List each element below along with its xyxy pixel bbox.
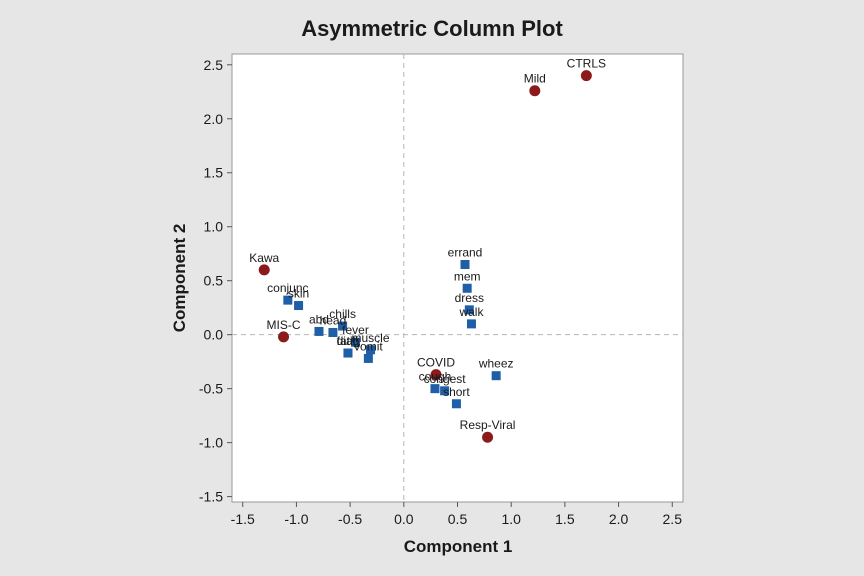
label-fatig: fatig xyxy=(337,334,360,348)
point-errand xyxy=(460,260,470,270)
point-conjunc xyxy=(283,295,293,305)
label-walk: walk xyxy=(458,305,484,319)
chart-title: Asymmetric Column Plot xyxy=(301,16,563,41)
y-tick-label: -1.5 xyxy=(199,489,223,505)
point-kawa xyxy=(258,264,270,276)
label-cough: cough xyxy=(419,370,452,384)
x-axis-label: Component 1 xyxy=(404,537,513,556)
x-tick-label: 1.0 xyxy=(501,511,521,527)
label-skin: skin xyxy=(288,287,309,301)
y-tick-label: 2.0 xyxy=(204,111,224,127)
y-tick-label: 0.5 xyxy=(204,273,224,289)
label-mem: mem xyxy=(454,269,481,283)
label-head: head xyxy=(320,314,347,328)
point-congest xyxy=(440,386,450,396)
x-tick-label: -1.5 xyxy=(231,511,255,527)
axes: -1.5 -1.0 -0.5 0.0 0.5 1.0 1.5 2.0 2.5 2.5 2.0 1.5 1… xyxy=(199,57,682,527)
label-fever: fever xyxy=(342,323,369,337)
data-points xyxy=(258,70,592,443)
x-tick-label: -0.5 xyxy=(338,511,362,527)
label-abd: abd xyxy=(309,312,329,326)
label-kawa: Kawa xyxy=(249,251,279,265)
point-ctrls xyxy=(580,70,592,82)
label-errand: errand xyxy=(448,246,483,260)
point-muscle xyxy=(366,345,376,355)
y-tick-label: -0.5 xyxy=(199,381,223,397)
x-tick-label: 2.5 xyxy=(663,511,683,527)
point-walk xyxy=(466,319,476,329)
label-vomit: vomit xyxy=(354,339,383,353)
point-diah xyxy=(343,348,353,358)
reference-lines xyxy=(232,54,683,502)
label-muscle: muscle xyxy=(352,331,390,345)
label-mis-c: MIS-C xyxy=(267,318,301,332)
point-abd xyxy=(314,326,324,336)
data-labels: CTRLS Mild Kawa MIS-C COVID Resp-Viral errand m… xyxy=(249,57,606,433)
x-tick-label: 0.0 xyxy=(394,511,414,527)
plot-area xyxy=(231,53,684,503)
label-wheez: wheez xyxy=(478,357,514,371)
point-mild xyxy=(529,85,541,97)
label-congest: congest xyxy=(424,372,467,386)
y-tick-label: -1.0 xyxy=(199,435,223,451)
point-fever xyxy=(350,337,360,347)
point-chills xyxy=(338,321,348,331)
point-short xyxy=(451,399,461,409)
point-dress xyxy=(464,305,474,315)
point-resp-viral xyxy=(482,431,494,443)
x-tick-label: 2.0 xyxy=(609,511,629,527)
label-resp-viral: Resp-Viral xyxy=(460,418,516,432)
y-tick-label: 1.0 xyxy=(204,219,224,235)
y-axis-label: Component 2 xyxy=(170,224,189,333)
point-mis-c xyxy=(278,331,290,343)
y-tick-label: 0.0 xyxy=(204,327,224,343)
x-tick-label: 0.5 xyxy=(448,511,468,527)
label-conjunc: conjunc xyxy=(267,281,308,295)
label-mild: Mild xyxy=(524,72,546,86)
y-tick-label: 2.5 xyxy=(204,57,224,73)
point-cough xyxy=(430,384,440,394)
point-covid xyxy=(430,369,442,381)
point-wheez xyxy=(491,371,501,381)
label-short: short xyxy=(443,385,470,399)
label-covid: COVID xyxy=(417,356,455,370)
x-tick-label: 1.5 xyxy=(555,511,575,527)
point-mem xyxy=(462,283,472,293)
label-chills: chills xyxy=(329,307,356,321)
label-dress: dress xyxy=(455,291,484,305)
x-tick-label: -1.0 xyxy=(284,511,308,527)
label-diah: diah xyxy=(337,334,360,348)
point-head xyxy=(328,328,338,338)
label-ctrls: CTRLS xyxy=(567,57,606,71)
point-skin xyxy=(294,301,304,311)
y-tick-label: 1.5 xyxy=(204,165,224,181)
point-vomit xyxy=(363,353,373,363)
